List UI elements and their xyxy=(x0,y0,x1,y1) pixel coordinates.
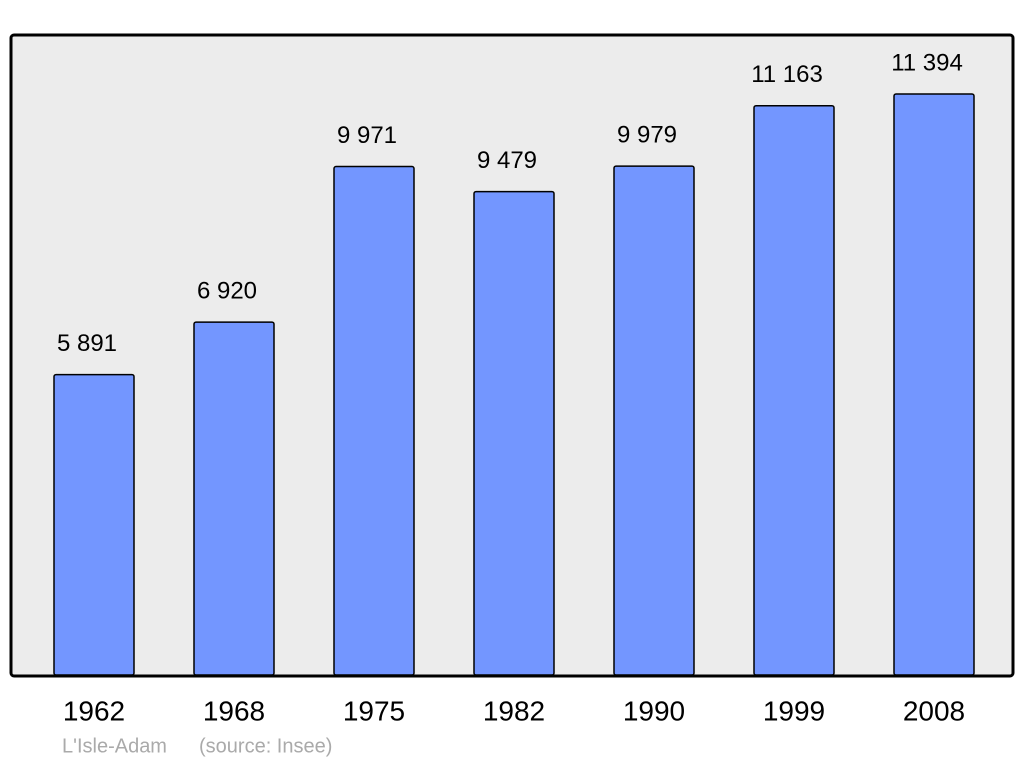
value-label: 9 479 xyxy=(477,147,537,174)
value-label: 11 163 xyxy=(751,61,823,88)
bar xyxy=(333,165,415,676)
source-note: (source: Insee) xyxy=(199,735,332,757)
x-tick-label: 1968 xyxy=(203,695,265,726)
value-label: 11 394 xyxy=(891,49,963,76)
x-tick-label: 2008 xyxy=(903,695,965,726)
bar xyxy=(893,93,975,676)
bar xyxy=(53,373,135,676)
bar xyxy=(753,104,835,676)
value-label: 9 971 xyxy=(337,122,397,149)
x-tick-label: 1982 xyxy=(483,695,545,726)
bar xyxy=(193,321,275,676)
x-tick-label: 1999 xyxy=(763,695,825,726)
x-tick-label: 1990 xyxy=(623,695,685,726)
bar xyxy=(473,190,555,676)
x-tick-label: 1975 xyxy=(343,695,405,726)
value-label: 5 891 xyxy=(57,330,117,357)
value-label: 9 979 xyxy=(617,121,677,148)
place-note: L'Isle-Adam xyxy=(62,735,167,757)
x-tick-label: 1962 xyxy=(63,695,125,726)
value-label: 6 920 xyxy=(197,277,257,304)
bar xyxy=(613,165,695,676)
